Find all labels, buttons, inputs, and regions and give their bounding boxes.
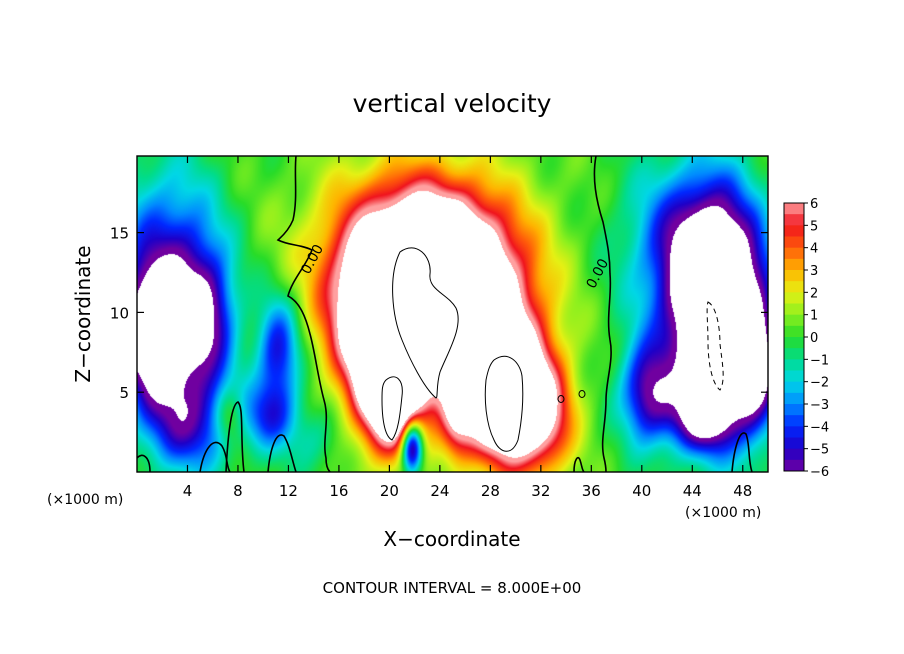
colorbar-cell <box>784 214 804 226</box>
core-contour-dot-1 <box>557 395 565 403</box>
colorbar-tick-label: −5 <box>810 443 829 458</box>
colorbar-tick-label: 1 <box>810 309 818 324</box>
core-contours <box>381 247 586 452</box>
zero-contour-bump-4 <box>731 432 753 472</box>
colorbar-tick-label: −6 <box>810 465 829 480</box>
colorbar-cell <box>784 258 804 271</box>
colorbar-tick-label: 6 <box>810 197 818 212</box>
colorbar-cell <box>784 459 804 472</box>
core-contour-upper <box>392 247 459 399</box>
core-contour-left <box>381 376 403 441</box>
colorbar: 6 5 4 3 2 1 0 −1 −2 −3 −4 −5 −6 <box>784 197 829 480</box>
x-tick-label: 40 <box>632 482 651 500</box>
colorbar-frame <box>783 202 805 472</box>
colorbar-cell <box>784 203 804 215</box>
x-tick-label: 12 <box>279 482 298 500</box>
colorbar-tick-label: −1 <box>810 353 829 368</box>
y-tick-label: 5 <box>119 384 129 402</box>
colorbar-cell <box>784 437 804 450</box>
colorbar-cell <box>784 392 804 405</box>
colorbar-tick-label: −4 <box>810 420 829 435</box>
y-axis-title: Z−coordinate <box>71 245 95 382</box>
colorbar-tick-label: −3 <box>810 398 829 413</box>
zero-contour-line-left <box>276 156 331 472</box>
y-tick-label: 10 <box>110 304 129 322</box>
x-tick-label: 20 <box>380 482 399 500</box>
negative-contours <box>706 301 724 391</box>
x-tick-label: 44 <box>683 482 702 500</box>
colorbar-cell <box>784 404 804 416</box>
zero-contour-bump-5 <box>573 456 585 472</box>
contour-interval-text: CONTOUR INTERVAL = 8.000E+00 <box>323 579 582 597</box>
x-tick-label: 24 <box>430 482 449 500</box>
colorbar-cell <box>784 270 804 282</box>
x-tick-label: 36 <box>582 482 601 500</box>
colorbar-tick-label: 5 <box>810 219 818 234</box>
x-axis-title: X−coordinate <box>383 527 520 551</box>
y-axis-unit-label: (×1000 m) <box>47 492 123 508</box>
x-tick-label: 8 <box>233 482 243 500</box>
colorbar-cell <box>784 381 804 394</box>
zero-contour-bump-1 <box>199 441 231 472</box>
colorbar-tick-label: 3 <box>810 264 818 279</box>
colorbar-cell <box>784 359 804 371</box>
colorbar-cell <box>784 426 804 438</box>
colorbar-tick-label: −2 <box>810 376 829 391</box>
colorbar-cell <box>784 236 804 249</box>
colorbar-tick-label: 0 <box>810 331 818 346</box>
x-tick-label: 28 <box>481 482 500 500</box>
chart-title: vertical velocity <box>353 89 552 118</box>
colorbar-cell <box>784 325 804 338</box>
colorbar-cell <box>784 370 804 383</box>
zero-contour-bump-3 <box>267 434 297 472</box>
x-axis: 4 8 12 16 20 24 28 32 36 40 44 48 <box>183 156 752 500</box>
core-contour-right <box>484 355 524 452</box>
x-tick-label: 4 <box>183 482 193 500</box>
colorbar-cell <box>784 303 804 316</box>
zero-contours <box>137 156 753 472</box>
colorbar-cell <box>784 225 804 237</box>
colorbar-cell <box>784 448 804 461</box>
plot-frame <box>136 155 769 473</box>
core-contour-dot-2 <box>578 390 586 398</box>
colorbar-tick-label: 2 <box>810 286 818 301</box>
colorbar-cell <box>784 292 804 304</box>
x-tick-label: 48 <box>733 482 752 500</box>
heatmap-field <box>137 156 768 472</box>
zero-contour-bottom-left <box>137 454 151 472</box>
colorbar-cell <box>784 415 804 427</box>
colorbar-cell <box>784 247 804 260</box>
y-tick-label: 15 <box>110 225 129 243</box>
colorbar-cell <box>784 348 804 360</box>
colorbar-cell <box>784 281 804 293</box>
x-tick-label: 32 <box>531 482 550 500</box>
x-axis-unit-label: (×1000 m) <box>685 505 761 521</box>
colorbar-tick-label: 4 <box>810 242 818 257</box>
colorbar-cell <box>784 314 804 327</box>
y-axis: 5 10 15 <box>110 225 768 402</box>
negative-contour-dashed <box>706 301 724 391</box>
zero-contour-bump-2 <box>225 401 245 472</box>
x-tick-label: 16 <box>329 482 348 500</box>
zero-contour-line-right <box>593 156 612 472</box>
colorbar-cell <box>784 337 804 349</box>
